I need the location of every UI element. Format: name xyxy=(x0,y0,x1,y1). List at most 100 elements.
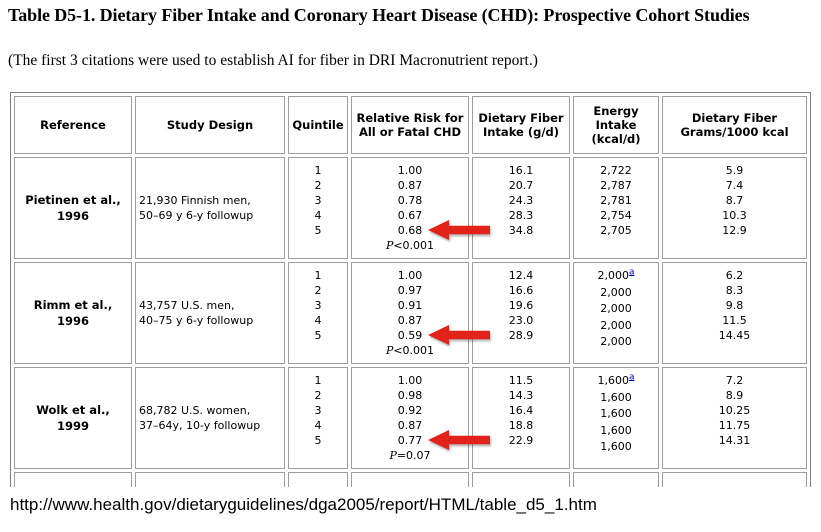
cell-line: 0.98 xyxy=(397,389,423,402)
partial-cell xyxy=(351,472,469,487)
cell-line: 43,757 U.S. men, xyxy=(139,299,235,312)
cell-line: 1996 xyxy=(56,314,89,328)
cell-line: 4 xyxy=(314,209,322,222)
p-symbol: P xyxy=(385,239,394,252)
cell-line: Wolk et al., xyxy=(36,403,110,417)
partial-cell xyxy=(573,472,659,487)
cell-line: 1 xyxy=(314,164,322,177)
cell-line: 0.78 xyxy=(397,194,423,207)
cell-line: 0.87 xyxy=(397,179,423,192)
cell-line: 1996 xyxy=(56,209,89,223)
cell-quintile: 1 2 3 4 5 xyxy=(288,157,348,259)
cell-line: 9.8 xyxy=(725,299,744,312)
cell-line: 28.3 xyxy=(508,209,534,222)
p-symbol: P xyxy=(385,344,394,357)
cell-line: 10.25 xyxy=(718,404,751,417)
header-energy-intake: Energy Intake (kcal/d) xyxy=(573,96,659,154)
p-value-line: P<0.001 xyxy=(354,343,466,358)
table-row: Pietinen et al., 1996 21,930 Finnish men, 5… xyxy=(14,157,807,259)
footnote-link[interactable]: a xyxy=(628,267,635,278)
cell-line: 0.59 xyxy=(397,329,423,342)
p-value: <0.001 xyxy=(393,239,435,252)
partial-cell xyxy=(14,472,132,487)
partial-cell xyxy=(662,472,807,487)
cell-line: 18.8 xyxy=(508,419,534,432)
partial-cell xyxy=(135,472,285,487)
cell-line: 0.97 xyxy=(397,284,423,297)
cell-line: 20.7 xyxy=(508,179,534,192)
cell-line: 22.9 xyxy=(508,434,534,447)
cell-line: 7.4 xyxy=(725,179,744,192)
cell-line: 11.5 xyxy=(722,314,747,327)
cell-line: 14.31 xyxy=(718,434,751,447)
study-table-wrapper: Reference Study Design Quintile Relative… xyxy=(10,92,811,487)
cell-line: 1.00 xyxy=(397,374,423,387)
header-fiber-intake: Dietary Fiber Intake (g/d) xyxy=(472,96,570,154)
table-body: Pietinen et al., 1996 21,930 Finnish men, 5… xyxy=(14,157,807,487)
cell-line: 0.92 xyxy=(397,404,423,417)
cell-line: 23.0 xyxy=(508,314,534,327)
cell-line: 1,600a xyxy=(576,373,656,390)
cell-line: 14.3 xyxy=(508,389,534,402)
header-study-design: Study Design xyxy=(135,96,285,154)
cell-line: Rimm et al., xyxy=(33,298,113,312)
cell-reference: Wolk et al., 1999 xyxy=(14,367,132,469)
p-value: <0.001 xyxy=(393,344,435,357)
cell-fiber-per-1000: 7.2 8.9 10.25 11.75 14.31 xyxy=(662,367,807,469)
cell-line: 3 xyxy=(314,299,322,312)
p-value-line: P=0.07 xyxy=(354,448,466,463)
table-header: Reference Study Design Quintile Relative… xyxy=(14,96,807,154)
cell-energy-intake: 2,000a 2,000 2,000 2,000 2,000 xyxy=(573,262,659,364)
cell-line: 2 xyxy=(314,284,322,297)
footnote-link[interactable]: a xyxy=(628,372,635,383)
cell-line: 6.2 xyxy=(725,269,744,282)
cell-line: 2,705 xyxy=(600,224,632,237)
cell-line: 11.5 xyxy=(508,374,534,387)
cell-line: 0.77 xyxy=(397,434,423,447)
cell-energy-intake: 2,722 2,787 2,781 2,754 2,705 xyxy=(573,157,659,259)
cell-line: 2,000 xyxy=(600,302,632,315)
cell-line: 16.4 xyxy=(508,404,534,417)
cell-energy-intake: 1,600a 1,600 1,600 1,600 1,600 xyxy=(573,367,659,469)
cell-line: 34.8 xyxy=(508,224,534,237)
cell-line: 2,787 xyxy=(600,179,632,192)
cell-relative-risk: 1.00 0.87 0.78 0.67 0.68 P<0.001 xyxy=(351,157,469,259)
cell-reference: Rimm et al., 1996 xyxy=(14,262,132,364)
cell-line: 24.3 xyxy=(508,194,534,207)
cell-study-design: 21,930 Finnish men, 50–69 y 6-y followup xyxy=(135,157,285,259)
footnote-marker: a xyxy=(629,267,635,277)
cell-line: 3 xyxy=(314,194,322,207)
cell-line: 7.2 xyxy=(725,374,744,387)
cell-line: 3 xyxy=(314,404,322,417)
cell-line: 37–64y, 10-y followup xyxy=(139,419,261,432)
cell-line: 1,600 xyxy=(600,390,632,404)
table-row-partial xyxy=(14,472,807,487)
cell-line: 0.67 xyxy=(397,209,423,222)
cell-study-design: 43,757 U.S. men, 40–75 y 6-y followup xyxy=(135,262,285,364)
cell-line: 2,000a xyxy=(576,268,656,285)
partial-cell xyxy=(288,472,348,487)
cell-line: 2,781 xyxy=(600,194,632,207)
cell-line: 14.45 xyxy=(718,329,751,342)
header-relative-risk: Relative Risk for All or Fatal CHD xyxy=(351,96,469,154)
cell-line: 5 xyxy=(314,434,322,447)
cell-line: 10.3 xyxy=(722,209,747,222)
cell-quintile: 1 2 3 4 5 xyxy=(288,367,348,469)
cell-line: 12.9 xyxy=(722,224,747,237)
cell-line: 16.6 xyxy=(508,284,534,297)
cell-line: 1 xyxy=(314,269,322,282)
cell-line: 0.87 xyxy=(397,314,423,327)
cell-line: 2,754 xyxy=(600,209,632,222)
energy-value: 2,000 xyxy=(597,269,629,282)
page-subtitle: (The first 3 citations were used to esta… xyxy=(8,52,538,69)
energy-value: 1,600 xyxy=(597,374,629,387)
cell-line: Pietinen et al., xyxy=(25,193,121,207)
cell-line: 16.1 xyxy=(508,164,534,177)
cell-line: 19.6 xyxy=(508,299,534,312)
p-value: =0.07 xyxy=(396,449,431,462)
cell-relative-risk: 1.00 0.98 0.92 0.87 0.77 P=0.07 xyxy=(351,367,469,469)
header-fiber-per-1000: Dietary Fiber Grams/1000 kcal xyxy=(662,96,807,154)
header-quintile: Quintile xyxy=(288,96,348,154)
cell-line: 8.9 xyxy=(725,389,744,402)
